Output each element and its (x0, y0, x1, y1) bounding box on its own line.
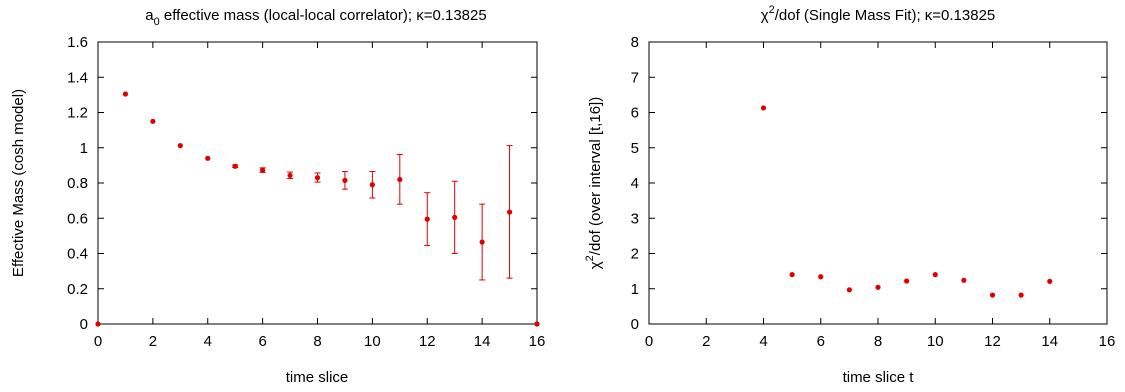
chart-2-title: χ2/dof (Single Mass Fit); κ=0.13825 (761, 4, 996, 24)
data-point (177, 143, 183, 149)
data-point (1047, 278, 1053, 284)
y-tick-label: 0 (631, 316, 639, 333)
data-point (424, 216, 430, 222)
x-tick-label: 0 (94, 333, 102, 350)
chart-2-points (760, 105, 1053, 298)
y-tick-label: 6 (631, 105, 639, 122)
data-point (122, 91, 129, 97)
y-tick-label: 8 (631, 34, 639, 51)
x-tick-label: 8 (313, 333, 321, 350)
chart-1-y-axis-label: Effective Mass (cosh model) (10, 89, 27, 277)
x-tick-label: 2 (702, 333, 710, 350)
x-tick-label: 14 (474, 333, 491, 350)
data-point (314, 175, 321, 181)
y-tick-label: 0.6 (67, 210, 88, 227)
data-point (904, 278, 910, 284)
data-point (150, 118, 156, 124)
x-tick-label: 12 (419, 333, 436, 350)
y-tick-label: 0 (80, 316, 88, 333)
data-point (961, 277, 967, 283)
y-tick-label: 4 (631, 175, 639, 192)
y-tick-label: 0.2 (67, 281, 88, 298)
x-tick-label: 4 (759, 333, 767, 350)
data-point (534, 321, 540, 327)
chart-chi-squared: χ2/dof (Single Mass Fit); κ=0.13825 0 2 4 6… (584, 4, 1115, 386)
x-tick-label: 6 (817, 333, 825, 350)
data-point (846, 287, 852, 293)
x-tick-label: 0 (645, 333, 653, 350)
y-tick-label: 5 (631, 140, 639, 157)
data-point (205, 155, 211, 161)
data-point (232, 163, 238, 169)
data-point (452, 214, 458, 220)
data-point (932, 272, 938, 278)
data-point (397, 176, 403, 183)
y-tick-label: 1.2 (67, 105, 88, 122)
data-point (95, 321, 101, 327)
chart-2-y-axis-label: χ2/dof (over interval [t,16]) (584, 97, 604, 269)
data-point (506, 209, 513, 215)
chart-2-plot-frame (648, 41, 1108, 325)
x-tick-label: 2 (149, 333, 157, 350)
x-tick-label: 4 (204, 333, 212, 350)
chart-1-error-bars (232, 145, 513, 281)
chart-2-x-axis-label: time slice t (843, 369, 915, 386)
y-tick-label: 7 (631, 69, 639, 86)
y-tick-label: 0.4 (67, 246, 88, 263)
y-tick-label: 1.4 (67, 69, 88, 86)
x-tick-label: 6 (258, 333, 266, 350)
data-point (342, 177, 348, 183)
y-tick-label: 2 (631, 246, 639, 263)
x-tick-label: 10 (927, 333, 944, 350)
chart-1-title: a0 effective mass (local-local correlato… (145, 7, 486, 28)
data-point (479, 239, 485, 245)
data-point (1018, 292, 1024, 298)
y-tick-label: 3 (631, 210, 639, 227)
data-point (287, 172, 293, 179)
chart-1-ticks: 0 2 4 6 8 10 12 14 16 0 0.2 0.4 0.6 0.8 1 1.2 1.4 1.6 (67, 34, 545, 350)
y-tick-label: 1 (631, 281, 639, 298)
x-tick-label: 14 (1041, 333, 1058, 350)
chart-effective-mass: a0 effective mass (local-local correlato… (10, 7, 545, 386)
data-point (789, 272, 795, 278)
x-tick-label: 12 (984, 333, 1001, 350)
data-point (260, 167, 266, 173)
data-point (818, 274, 824, 280)
y-tick-label: 1.6 (67, 34, 88, 51)
x-tick-label: 16 (529, 333, 546, 350)
x-tick-label: 8 (874, 333, 882, 350)
y-tick-label: 0.8 (67, 175, 88, 192)
data-point (989, 292, 996, 298)
chart-1-x-axis-label: time slice (286, 369, 349, 386)
data-point (875, 284, 881, 290)
data-point (760, 105, 767, 111)
x-tick-label: 10 (364, 333, 381, 350)
chart-1-points (95, 91, 540, 327)
data-point (369, 182, 375, 188)
x-tick-label: 16 (1099, 333, 1116, 350)
y-tick-label: 1 (80, 140, 88, 157)
chart-1-plot-frame (97, 41, 538, 325)
